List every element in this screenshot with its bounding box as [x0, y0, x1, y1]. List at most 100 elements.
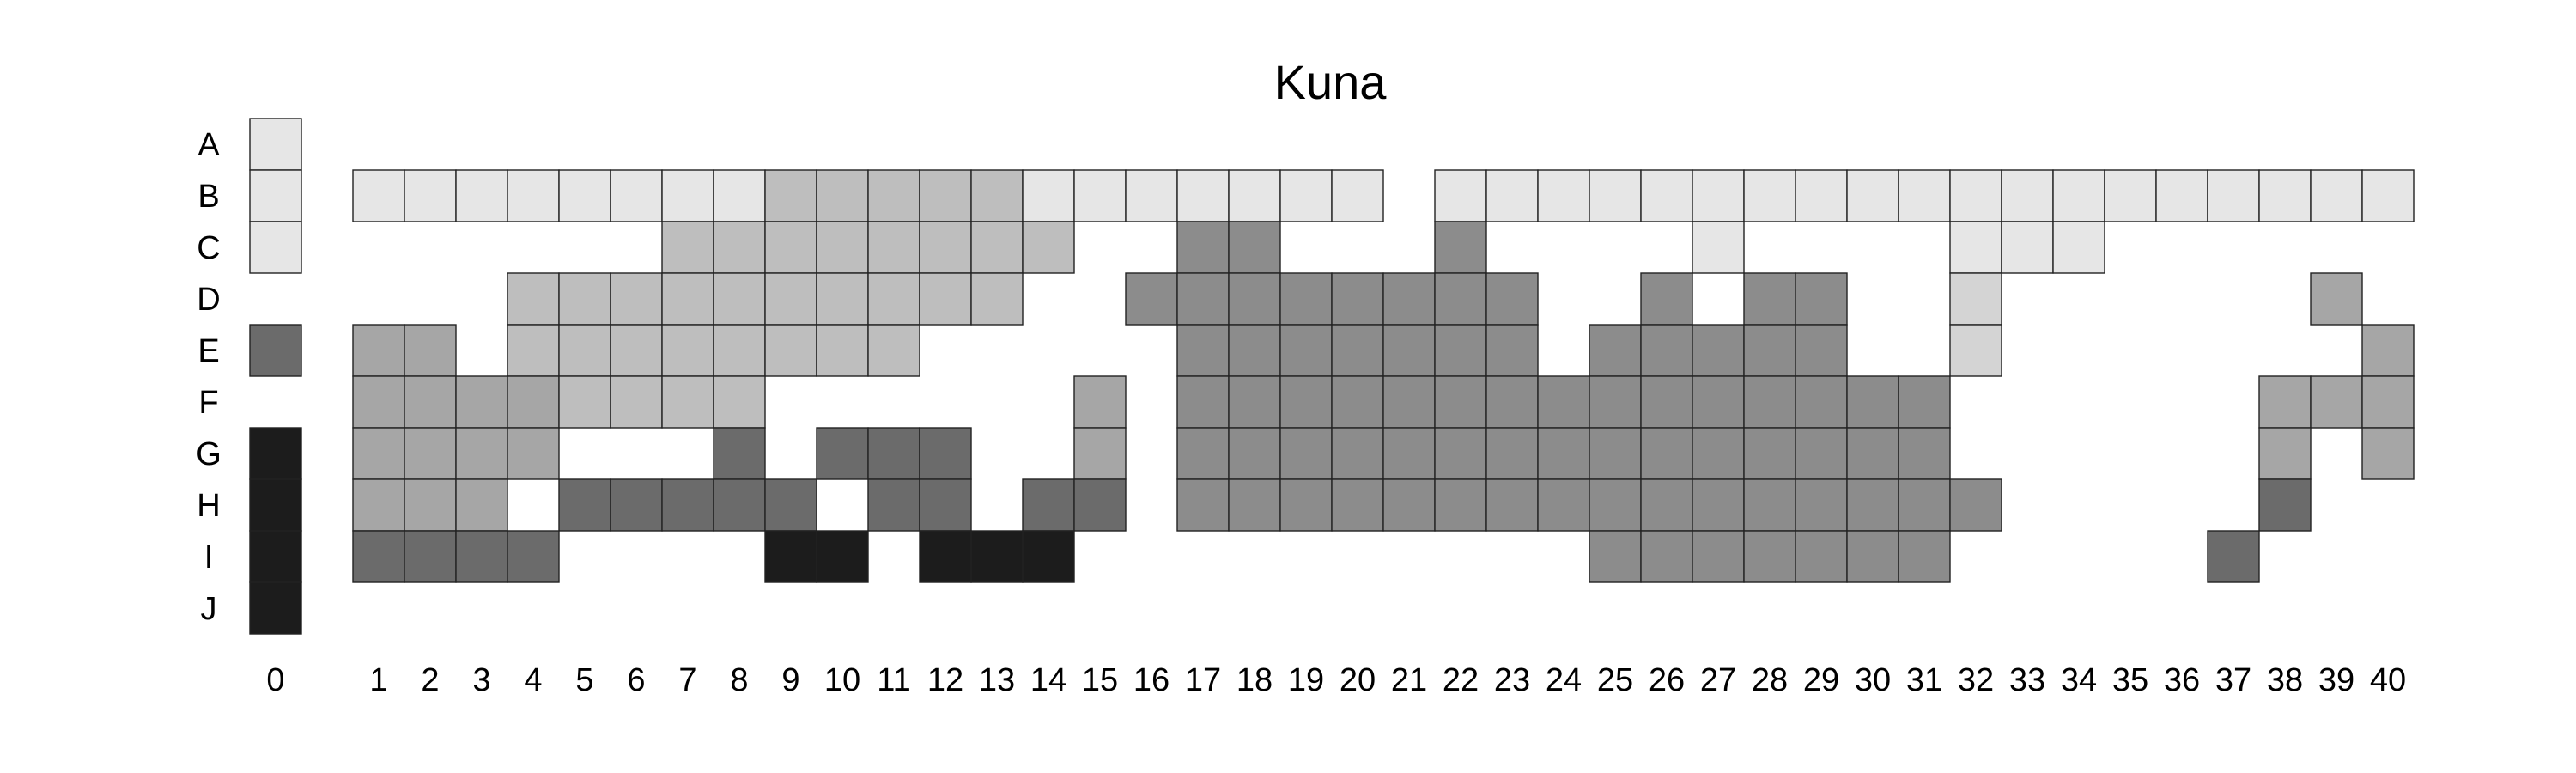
heatmap-cell-B-6	[610, 169, 663, 222]
heatmap-cell-G-24	[1537, 427, 1590, 480]
column-label-33: 33	[2009, 662, 2045, 698]
column-label-35: 35	[2112, 662, 2148, 698]
heatmap-cell-F-2	[404, 375, 457, 429]
column-label-8: 8	[730, 662, 748, 698]
heatmap-cell-D-22	[1434, 272, 1487, 326]
heatmap-cell-E-10	[816, 324, 869, 377]
column-label-39: 39	[2318, 662, 2354, 698]
heatmap-cell-B-24	[1537, 169, 1590, 222]
heatmap-cell-E-23	[1485, 324, 1539, 377]
column-label-16: 16	[1133, 662, 1170, 698]
heatmap-cell-F-7	[661, 375, 714, 429]
heatmap-cell-B-0	[249, 169, 302, 222]
heatmap-cell-E-22	[1434, 324, 1487, 377]
heatmap-cell-E-28	[1743, 324, 1796, 377]
heatmap-cell-I-13	[970, 530, 1024, 583]
heatmap-cell-F-40	[2361, 375, 2415, 429]
heatmap-cell-B-34	[2052, 169, 2105, 222]
heatmap-cell-B-31	[1898, 169, 1951, 222]
heatmap-cell-F-38	[2258, 375, 2312, 429]
heatmap-cell-G-17	[1176, 427, 1230, 480]
heatmap-cell-H-27	[1692, 478, 1745, 532]
heatmap-cell-F-17	[1176, 375, 1230, 429]
heatmap-cell-I-29	[1795, 530, 1848, 583]
heatmap-cell-D-10	[816, 272, 869, 326]
heatmap-cell-E-26	[1640, 324, 1693, 377]
heatmap-cell-B-7	[661, 169, 714, 222]
heatmap-cell-D-4	[507, 272, 560, 326]
heatmap-cell-B-29	[1795, 169, 1848, 222]
heatmap-cell-H-12	[919, 478, 972, 532]
heatmap-cell-H-19	[1279, 478, 1333, 532]
column-label-12: 12	[927, 662, 963, 698]
heatmap-cell-C-11	[867, 221, 920, 274]
heatmap-cell-H-25	[1589, 478, 1642, 532]
heatmap-cell-D-23	[1485, 272, 1539, 326]
heatmap-cell-D-11	[867, 272, 920, 326]
heatmap-cell-E-8	[713, 324, 766, 377]
heatmap-cell-C-18	[1228, 221, 1281, 274]
heatmap-cell-H-11	[867, 478, 920, 532]
heatmap-cell-D-8	[713, 272, 766, 326]
heatmap-cell-G-38	[2258, 427, 2312, 480]
heatmap-cell-G-3	[455, 427, 508, 480]
heatmap-cell-B-20	[1331, 169, 1384, 222]
heatmap-cell-B-22	[1434, 169, 1487, 222]
heatmap-cell-D-28	[1743, 272, 1796, 326]
column-label-22: 22	[1443, 662, 1479, 698]
heatmap-cell-G-19	[1279, 427, 1333, 480]
heatmap-cell-I-9	[764, 530, 817, 583]
heatmap-cell-D-7	[661, 272, 714, 326]
heatmap-cell-H-17	[1176, 478, 1230, 532]
heatmap-cell-E-6	[610, 324, 663, 377]
row-label-H: H	[197, 488, 220, 524]
row-label-B: B	[197, 179, 219, 215]
heatmap-cell-D-6	[610, 272, 663, 326]
heatmap-cell-F-4	[507, 375, 560, 429]
heatmap-cell-D-20	[1331, 272, 1384, 326]
heatmap-cell-H-31	[1898, 478, 1951, 532]
heatmap-cell-F-22	[1434, 375, 1487, 429]
heatmap-cells	[249, 118, 2415, 635]
column-label-38: 38	[2267, 662, 2303, 698]
heatmap-cell-C-7	[661, 221, 714, 274]
column-label-37: 37	[2215, 662, 2251, 698]
heatmap-cell-G-2	[404, 427, 457, 480]
heatmap-cell-F-28	[1743, 375, 1796, 429]
heatmap-cell-F-24	[1537, 375, 1590, 429]
heatmap-cell-G-0	[249, 427, 302, 480]
heatmap-cell-B-1	[352, 169, 405, 222]
heatmap-cell-H-28	[1743, 478, 1796, 532]
heatmap-cell-H-24	[1537, 478, 1590, 532]
heatmap-cell-H-26	[1640, 478, 1693, 532]
heatmap-cell-H-7	[661, 478, 714, 532]
column-label-7: 7	[678, 662, 696, 698]
heatmap-cell-E-11	[867, 324, 920, 377]
heatmap-cell-C-10	[816, 221, 869, 274]
heatmap-cell-B-18	[1228, 169, 1281, 222]
heatmap-cell-I-28	[1743, 530, 1796, 583]
column-label-11: 11	[877, 662, 910, 698]
heatmap-cell-B-27	[1692, 169, 1745, 222]
heatmap-cell-B-23	[1485, 169, 1539, 222]
heatmap-cell-F-6	[610, 375, 663, 429]
heatmap-cell-E-1	[352, 324, 405, 377]
heatmap-cell-H-23	[1485, 478, 1539, 532]
column-label-10: 10	[824, 662, 860, 698]
heatmap-cell-J-0	[249, 581, 302, 635]
heatmap-cell-I-0	[249, 530, 302, 583]
heatmap-cell-H-5	[558, 478, 611, 532]
heatmap-cell-H-30	[1846, 478, 1899, 532]
heatmap-cell-G-21	[1382, 427, 1436, 480]
column-label-26: 26	[1649, 662, 1685, 698]
heatmap-cell-G-11	[867, 427, 920, 480]
row-label-I: I	[204, 539, 214, 575]
heatmap-cell-F-8	[713, 375, 766, 429]
heatmap-cell-B-15	[1073, 169, 1127, 222]
heatmap-cell-B-40	[2361, 169, 2415, 222]
heatmap-cell-B-10	[816, 169, 869, 222]
heatmap-cell-D-29	[1795, 272, 1848, 326]
heatmap-cell-I-14	[1022, 530, 1075, 583]
heatmap-cell-B-3	[455, 169, 508, 222]
heatmap-cell-F-30	[1846, 375, 1899, 429]
